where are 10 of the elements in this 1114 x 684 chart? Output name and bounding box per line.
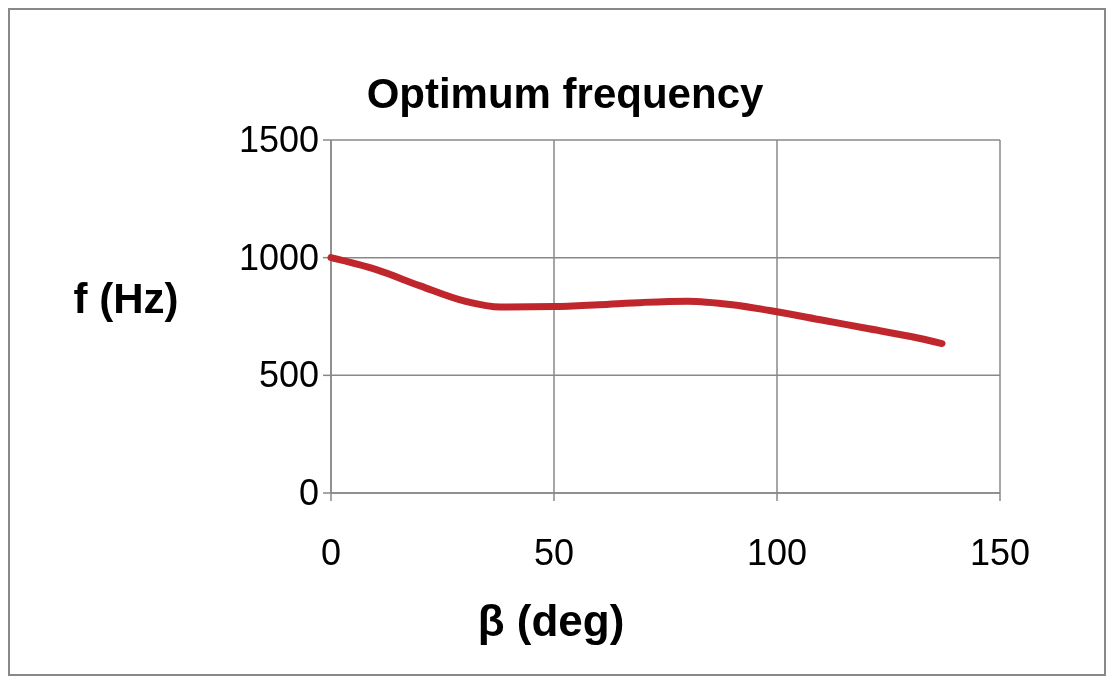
y-axis-title: f (Hz)	[73, 275, 179, 322]
y-tick-label: 1500	[238, 119, 319, 160]
y-tick-label: 0	[298, 472, 319, 513]
x-tick-label: 150	[969, 532, 1031, 573]
x-tick-label: 50	[533, 532, 575, 573]
y-tick-label: 1000	[238, 236, 319, 278]
x-axis-title: β (deg)	[477, 596, 625, 645]
y-tick-label: 500	[258, 354, 319, 396]
chart-title: Optimum frequency	[366, 70, 764, 117]
x-tick-label: 100	[746, 532, 808, 573]
